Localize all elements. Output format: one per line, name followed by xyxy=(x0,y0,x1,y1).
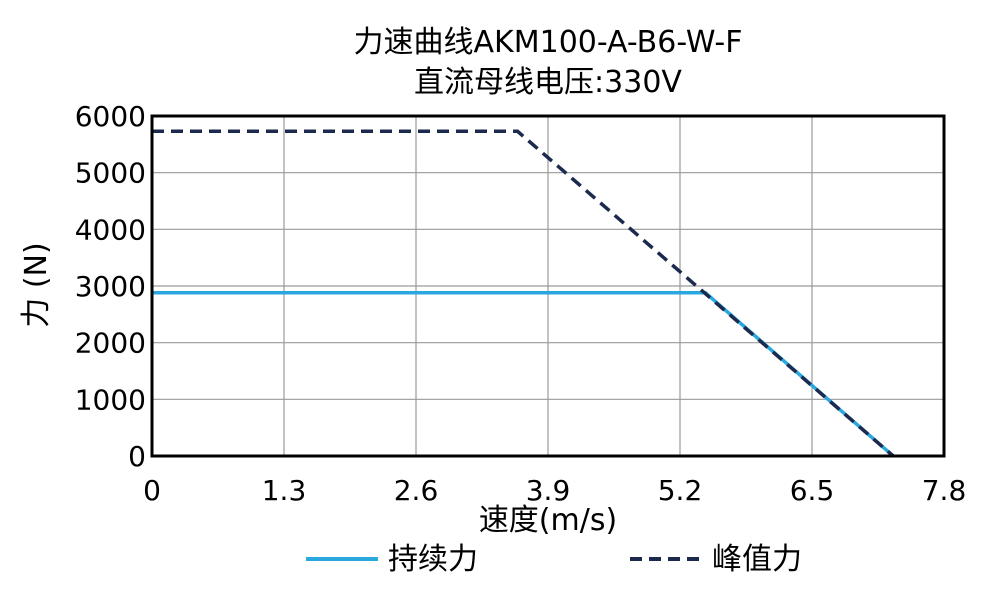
series-line-continuous xyxy=(152,291,895,458)
series-lines xyxy=(152,129,895,458)
y-tick-label: 2000 xyxy=(75,327,146,360)
y-tick-label: 5000 xyxy=(75,157,146,190)
x-tick-label: 6.5 xyxy=(790,474,835,507)
y-tick-label: 4000 xyxy=(75,213,146,246)
tick-labels: 0 1.3 2.6 3.9 5.2 6.5 7.8 0 1000 2000 3000 4000 5000… xyxy=(75,100,967,507)
y-tick-label: 3000 xyxy=(75,270,146,303)
x-tick-label: 5.2 xyxy=(658,474,703,507)
chart-subtitle: 直流母线电压:330V xyxy=(414,65,682,100)
x-tick-label: 2.6 xyxy=(394,474,439,507)
x-axis-label: 速度(m/s) xyxy=(479,503,617,538)
chart-title: 力速曲线AKM100-A-B6-W-F xyxy=(354,25,743,60)
y-tick-label: 0 xyxy=(128,440,146,473)
y-tick-label: 1000 xyxy=(75,383,146,416)
legend-label: 持续力 xyxy=(388,542,478,577)
y-tick-label: 6000 xyxy=(75,100,146,133)
x-tick-label: 3.9 xyxy=(526,474,571,507)
legend-label: 峰值力 xyxy=(712,542,802,577)
series-line-peak xyxy=(152,129,895,458)
legend: 持续力 峰值力 xyxy=(306,542,802,577)
grid xyxy=(151,115,945,457)
x-tick-label: 0 xyxy=(143,474,161,507)
x-tick-label: 7.8 xyxy=(922,474,967,507)
y-axis-label: 力 (N) xyxy=(19,242,54,327)
plot-frame xyxy=(150,114,946,458)
x-tick-label: 1.3 xyxy=(262,474,307,507)
